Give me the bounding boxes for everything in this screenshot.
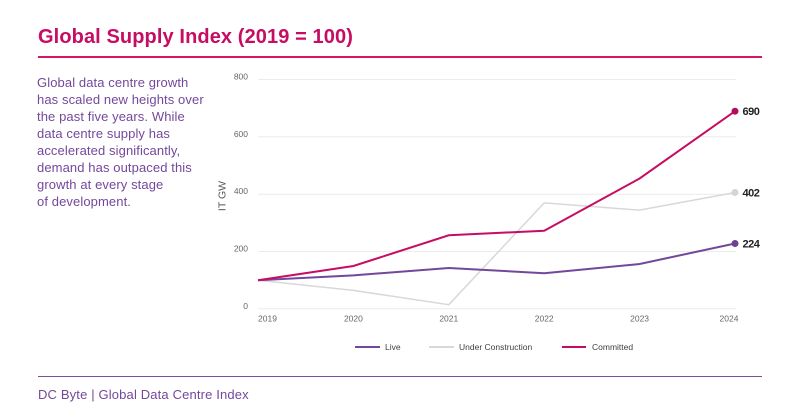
svg-text:400: 400	[234, 186, 248, 196]
svg-text:2023: 2023	[630, 314, 649, 324]
svg-text:2020: 2020	[344, 314, 363, 324]
svg-text:0: 0	[243, 301, 248, 311]
svg-text:690: 690	[743, 106, 760, 118]
svg-text:800: 800	[234, 72, 248, 82]
svg-text:IT GW: IT GW	[217, 181, 229, 211]
svg-text:2019: 2019	[258, 314, 277, 324]
svg-text:224: 224	[743, 239, 761, 251]
svg-text:2022: 2022	[535, 314, 554, 324]
svg-text:2021: 2021	[439, 314, 458, 324]
svg-text:2024: 2024	[720, 314, 739, 324]
svg-text:402: 402	[743, 188, 760, 200]
svg-text:600: 600	[234, 129, 248, 139]
svg-text:200: 200	[234, 244, 248, 254]
